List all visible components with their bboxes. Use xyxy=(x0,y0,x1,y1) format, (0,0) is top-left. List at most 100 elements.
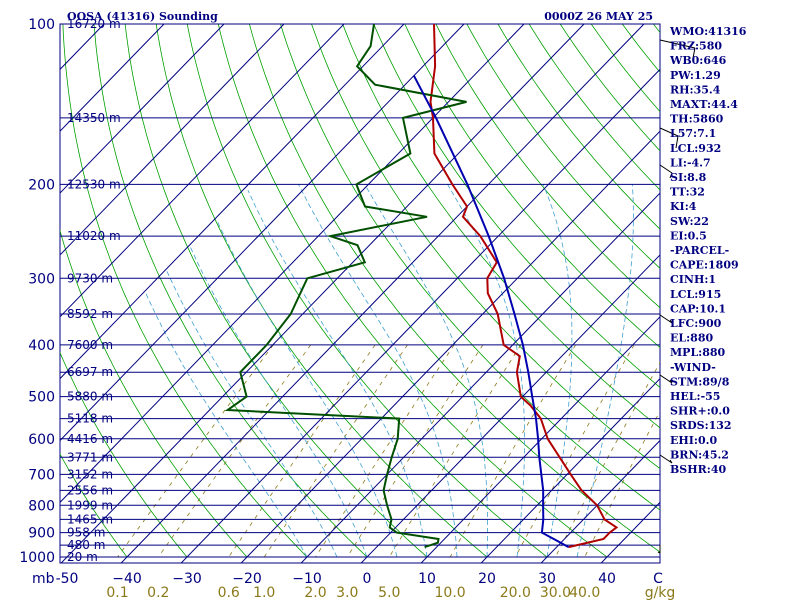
temperature-tick-label: 0 xyxy=(363,571,372,587)
wind-barb-flag xyxy=(669,379,673,384)
dry-adiabat xyxy=(404,24,660,348)
isotherm xyxy=(60,24,285,256)
height-label: 14350 m xyxy=(67,111,121,125)
wind-barb xyxy=(659,39,696,49)
mixing-ratio-label: 20.0 xyxy=(500,585,531,600)
moist-adiabat xyxy=(189,245,368,558)
index-entry: BRN:45.2 xyxy=(670,448,729,461)
moist-adiabat xyxy=(576,184,634,558)
mixing-ratio-label: 40.0 xyxy=(569,585,600,600)
isotherm xyxy=(480,377,660,563)
height-label: 3152 m xyxy=(67,467,113,481)
height-label: 958 m xyxy=(67,526,105,540)
index-entry: EI:0.5 xyxy=(670,229,707,242)
height-label: 5118 m xyxy=(67,412,113,426)
pressure-tick-label: 400 xyxy=(28,338,55,354)
pressure-tick-label: 200 xyxy=(28,177,55,193)
dry-adiabat xyxy=(778,24,800,557)
mixing-ratio-line xyxy=(514,344,635,558)
pressure-axis: 100 200 300 400 500 600 700 800 900 1000 xyxy=(19,17,55,566)
index-entry: CAP:10.1 xyxy=(670,302,726,315)
index-entry: -WIND- xyxy=(670,361,716,374)
index-entry: PW:1.29 xyxy=(670,69,721,82)
isotherm xyxy=(60,24,585,563)
index-entry: KI:4 xyxy=(670,200,697,213)
pressure-tick-label: 300 xyxy=(28,271,55,287)
chart-subtitle: 0000Z 26 MAY 25 xyxy=(544,10,653,23)
temperature-tick-label: 40 xyxy=(598,571,616,587)
mixing-ratio-line xyxy=(263,344,408,558)
index-entry: L57:7.1 xyxy=(670,127,716,140)
index-entry: SHR+:0.0 xyxy=(670,405,730,418)
mixing-ratio-label: 1.0 xyxy=(253,585,275,600)
isotherm xyxy=(360,254,660,563)
temperature-tick-label: −40 xyxy=(112,571,142,587)
isotherm xyxy=(540,439,660,563)
height-label: 16720 m xyxy=(67,17,121,31)
wind-barb-flag xyxy=(675,135,679,149)
temperature-tick-label: −20 xyxy=(232,571,262,587)
index-entry: SW:22 xyxy=(670,215,709,228)
temperature-tick-label: 30 xyxy=(538,571,556,587)
temperature-tick-label: −30 xyxy=(172,571,202,587)
index-entry: SI:8.8 xyxy=(670,171,707,184)
height-label: 20 m xyxy=(67,550,98,564)
pressure-tick-label: 700 xyxy=(28,467,55,483)
moist-adiabat xyxy=(542,184,573,558)
height-label: 11020 m xyxy=(67,229,121,243)
sounding-traces xyxy=(224,24,619,549)
index-entry: LI:-4.7 xyxy=(670,156,711,169)
temperature-tick-label: −10 xyxy=(292,571,322,587)
moist-adiabat xyxy=(447,184,525,558)
index-entry: EL:880 xyxy=(670,332,713,345)
pressure-tick-label: 900 xyxy=(28,526,55,542)
dry-adiabat xyxy=(435,24,660,309)
mixing-ratio-line xyxy=(346,344,484,558)
grid-lines xyxy=(0,24,800,577)
parcel-trace xyxy=(413,75,570,548)
dry-adiabat xyxy=(747,24,800,557)
mixing-ratio-label: 0.1 xyxy=(106,585,128,600)
index-entry: CAPE:1809 xyxy=(670,259,739,272)
dry-adiabat xyxy=(466,24,660,269)
index-entry: SRDS:132 xyxy=(670,419,732,432)
wind-barb xyxy=(659,127,679,137)
wind-barb xyxy=(659,164,673,174)
height-label: 6697 m xyxy=(67,365,113,379)
index-entry: LCL:932 xyxy=(670,142,721,155)
isotherm xyxy=(60,24,165,132)
isotherm xyxy=(60,24,345,318)
index-entry: RH:35.4 xyxy=(670,83,721,96)
temperature-tick-label: -50 xyxy=(56,571,79,587)
index-entry: TT:32 xyxy=(670,186,705,199)
mixing-ratio-line xyxy=(157,344,312,558)
temperature-trace xyxy=(429,24,619,549)
wind-barb xyxy=(659,374,673,384)
height-labels: 16720 m 14350 m 12530 m 11020 m 9730 m 8592 m… xyxy=(67,17,121,564)
mixing-ratio-label: 2.0 xyxy=(304,585,326,600)
temperature-axis: mb -50 −40 −30 −20 −10 0 10 20 30 40 C xyxy=(32,571,663,587)
height-label: 7600 m xyxy=(67,338,113,352)
index-entry: CINH:1 xyxy=(670,273,716,286)
pressure-tick-label: 600 xyxy=(28,432,55,448)
pressure-tick-label: 800 xyxy=(28,498,55,514)
isotherm xyxy=(180,68,660,563)
mixing-ratio-label: 30.0 xyxy=(540,585,571,600)
temperature-tick-label: 10 xyxy=(418,571,436,587)
mixing-ratio-label: 5.0 xyxy=(378,585,400,600)
height-label: 2556 m xyxy=(67,483,113,497)
isotherm xyxy=(0,24,44,577)
height-label: 9730 m xyxy=(67,271,113,285)
height-label: 1999 m xyxy=(67,498,113,512)
mixing-ratio-line xyxy=(315,344,455,558)
height-label: 480 m xyxy=(67,538,105,552)
wind-barb xyxy=(659,314,673,324)
mixing-ratio-label: 0.2 xyxy=(147,585,169,600)
moist-adiabat xyxy=(217,221,398,558)
wind-barb-flag xyxy=(692,47,696,59)
pressure-tick-label: 500 xyxy=(28,390,55,406)
pressure-unit-label: mb xyxy=(32,571,55,587)
moist-adiabat xyxy=(364,184,488,557)
